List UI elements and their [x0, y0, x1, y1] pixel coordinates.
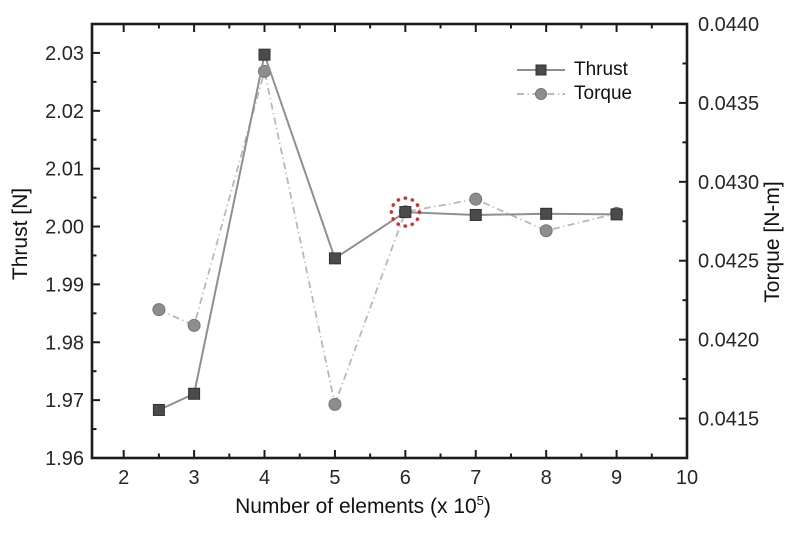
left-tick-label: 2.02 [45, 101, 84, 123]
left-tick-label: 2.01 [45, 159, 84, 181]
data-point-torque [187, 318, 201, 332]
legend-label-thrust: Thrust [574, 59, 628, 80]
x-axis-title-exponent: 5 [476, 493, 484, 508]
x-tick-label: 3 [189, 467, 200, 489]
series-line-torque [158, 71, 617, 408]
left-tick-label: 1.98 [45, 332, 84, 354]
right-tick-label: 0.0440 [698, 14, 759, 36]
x-tick-label: 2 [118, 467, 129, 489]
plot-frame [90, 22, 689, 460]
x-axis-title-suffix: ) [483, 495, 491, 518]
legend-item-torque: Torque [516, 82, 632, 105]
x-tick-label: 7 [470, 467, 481, 489]
left-tick-label: 1.97 [45, 390, 84, 412]
right-tick-label: 0.0435 [698, 93, 759, 115]
legend-sample-torque-icon [517, 87, 565, 100]
data-point-torque [539, 224, 553, 238]
series-line-thrust [158, 50, 617, 411]
right-tick-label: 0.0430 [698, 172, 759, 194]
data-point-thrust [328, 252, 341, 265]
legend-marker-thrust [535, 64, 547, 75]
right-axis-title: Torque [N-m] [761, 181, 785, 302]
x-tick-label: 10 [676, 467, 698, 489]
x-tick-label: 5 [329, 467, 340, 489]
data-point-torque [328, 397, 342, 411]
x-axis-title: Number of elements (x 105) [235, 493, 491, 519]
legend-label-torque: Torque [574, 83, 633, 104]
x-tick-label: 9 [611, 467, 622, 489]
data-point-thrust [399, 206, 412, 219]
left-axis-title: Thrust [N] [9, 188, 33, 280]
right-axis-title-text: Torque [N-m] [761, 181, 784, 303]
left-tick-label: 2.00 [45, 217, 84, 239]
right-tick-label: 0.0420 [698, 330, 759, 352]
right-tick-label: 0.0415 [698, 409, 759, 431]
highlight-dotted-circle [389, 196, 422, 228]
data-point-thrust [188, 387, 201, 400]
left-tick-label: 2.03 [45, 43, 84, 65]
data-point-torque [152, 303, 166, 317]
data-point-thrust [152, 403, 165, 416]
data-point-thrust [610, 208, 623, 221]
left-tick-label: 1.99 [45, 274, 84, 296]
legend-item-thrust: Thrust [516, 58, 632, 81]
data-point-torque [469, 192, 483, 206]
x-axis-title-text: Number of elements (x 10 [235, 495, 477, 518]
data-point-thrust [469, 208, 482, 221]
x-tick-label: 8 [541, 467, 552, 489]
data-point-thrust [258, 48, 271, 61]
legend: Thrust Torque [516, 58, 632, 105]
left-axis-title-text: Thrust [N] [9, 187, 32, 281]
right-tick-label: 0.0425 [698, 251, 759, 273]
legend-sample-thrust-icon [517, 64, 565, 75]
legend-marker-torque [535, 87, 547, 100]
x-tick-label: 6 [400, 467, 411, 489]
data-point-thrust [540, 207, 553, 220]
left-tick-label: 1.96 [45, 448, 84, 470]
x-tick-label: 4 [259, 467, 270, 489]
